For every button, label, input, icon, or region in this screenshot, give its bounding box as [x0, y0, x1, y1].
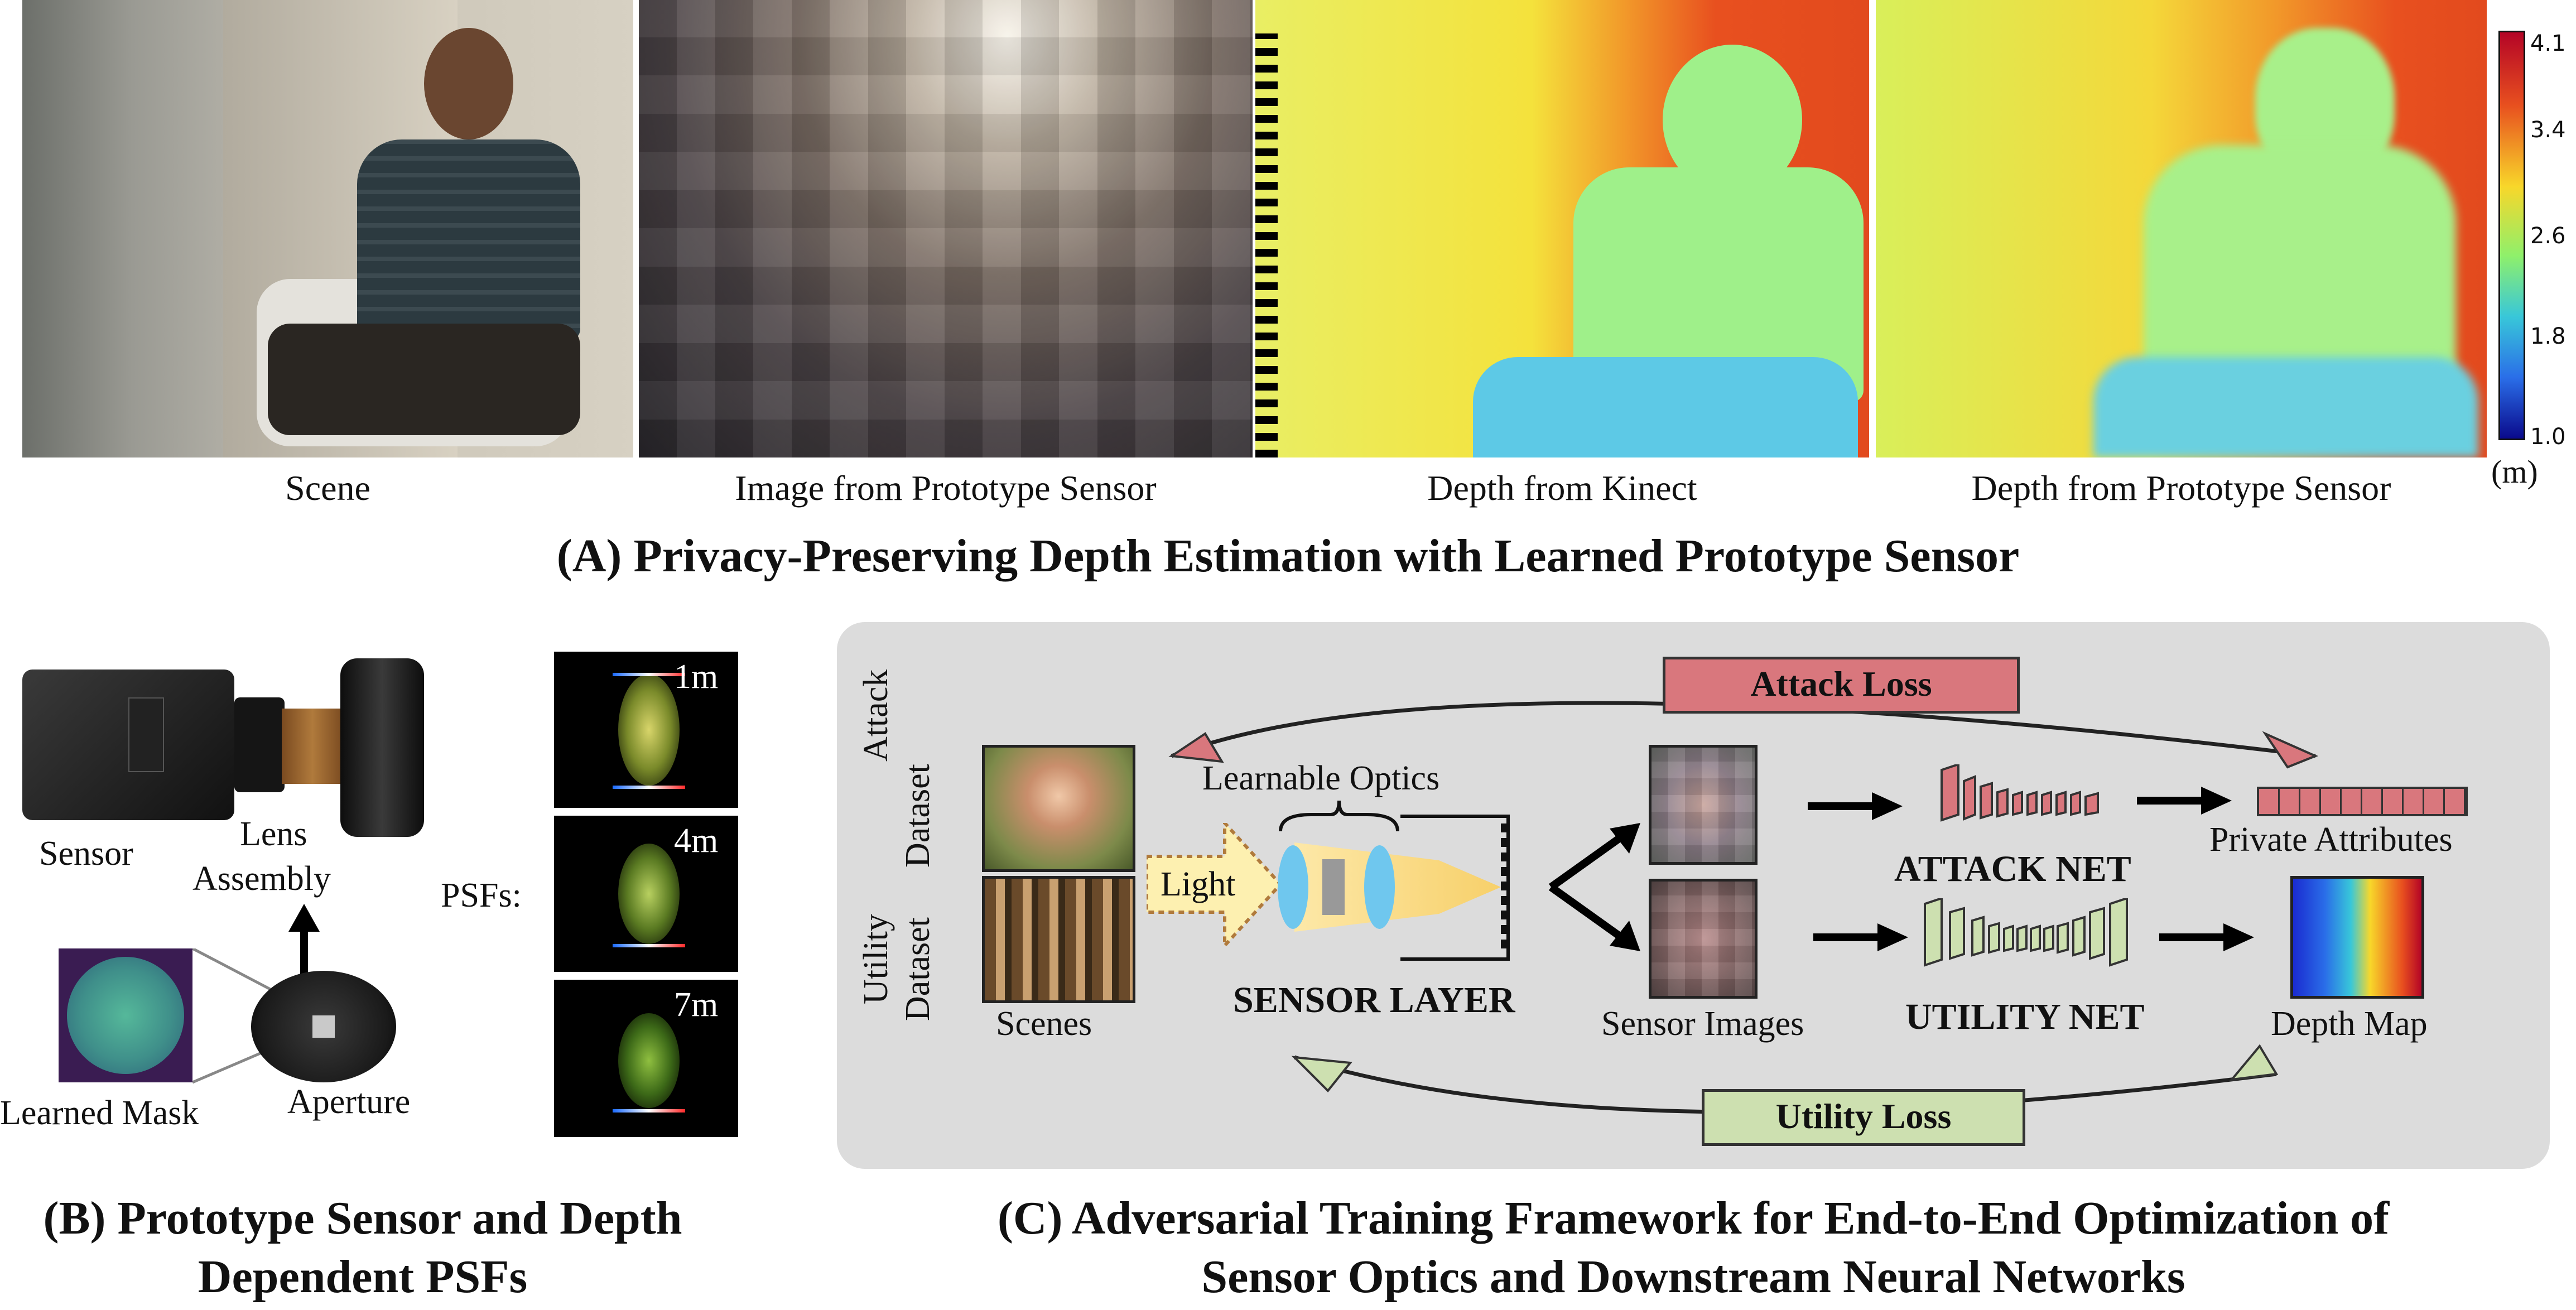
label-scenes: Scenes	[996, 1005, 1092, 1043]
arrow-to-depth-map	[2159, 923, 2254, 951]
psf-distance: 4m	[674, 822, 719, 860]
optics-mask	[1322, 859, 1345, 915]
attack-net-layers	[1941, 764, 2099, 822]
caption-scene: Scene	[285, 468, 370, 508]
label-lens-line1: Lens	[240, 815, 307, 853]
light-arrow	[1147, 823, 1280, 946]
sensor-plane	[1501, 820, 1506, 948]
psf-band-top	[613, 673, 685, 676]
panel-a-title: (A) Privacy-Preserving Depth Estimation …	[556, 530, 2020, 582]
label-learnable-optics: Learnable Optics	[1202, 759, 1440, 797]
utility-net-layers	[1924, 898, 2128, 967]
label-learned-mask: Learned Mask	[0, 1094, 199, 1132]
colorbar-tick: 3.4	[2530, 117, 2566, 143]
sensor-image-utility	[1649, 879, 1758, 999]
learned-mask-disc	[67, 957, 184, 1074]
attack-loss-box: Attack Loss	[1663, 657, 2020, 714]
label-utility-net: UTILITY NET	[1905, 996, 2145, 1037]
label-sensor-images: Sensor Images	[1601, 1005, 1804, 1043]
label-lens-line2: Assembly	[192, 860, 331, 898]
optics-brace	[1279, 800, 1399, 832]
psf-band-bottom	[613, 944, 685, 947]
aperture-hole	[312, 1015, 335, 1038]
scene-photo	[22, 0, 633, 457]
psf-band-bottom	[613, 1109, 685, 1112]
psf-band-bottom	[613, 786, 685, 789]
utility-loss-box: Utility Loss	[1702, 1089, 2025, 1146]
colorbar-tick: 1.8	[2530, 324, 2566, 349]
label-attack-net: ATTACK NET	[1894, 849, 2131, 889]
psf-spot	[618, 844, 680, 944]
optics-lens-right	[1364, 845, 1395, 929]
lens-front	[340, 658, 424, 837]
label-psfs: PSFs:	[441, 876, 522, 914]
scene-person-head	[424, 28, 513, 139]
optics-lens-left	[1278, 845, 1308, 929]
psf-tile-4m: 4m	[554, 816, 738, 972]
colorbar-tick: 2.6	[2530, 223, 2566, 249]
label-sensor-layer: SENSOR LAYER	[1233, 980, 1515, 1020]
utility-dataset-line2: Dataset	[899, 917, 937, 1021]
caption-kinect-depth: Depth from Kinect	[1427, 468, 1697, 508]
caption-prototype-depth: Depth from Prototype Sensor	[1971, 468, 2391, 508]
utility-dataset-line1: Utility	[857, 914, 895, 1004]
arrow-to-utility-net	[1813, 923, 1908, 951]
arrow-to-attack-net	[1808, 792, 1903, 820]
attack-dataset-line1: Attack	[857, 669, 895, 762]
lens-ring-2	[282, 709, 343, 784]
sensor-image-attack	[1649, 745, 1758, 865]
attack-dataset-line2: Dataset	[899, 764, 937, 868]
label-private-attributes: Private Attributes	[2209, 821, 2453, 859]
utility-scene-photo	[982, 876, 1135, 1003]
kinect-depth-map	[1255, 0, 1869, 457]
label-sensor: Sensor	[39, 835, 133, 873]
prototype-legs	[2093, 357, 2478, 457]
split-arrows	[1548, 823, 1640, 951]
label-depth-map: Depth Map	[2271, 1005, 2428, 1043]
depth-colorbar	[2498, 31, 2525, 440]
panel-c-title-line2: Sensor Optics and Downstream Neural Netw…	[1201, 1251, 2185, 1303]
colorbar-tick: 4.1	[2530, 31, 2566, 56]
aperture-disc	[251, 971, 396, 1082]
private-attributes-vector	[2257, 787, 2468, 816]
scene-person-torso	[357, 139, 580, 340]
psf-tile-7m: 7m	[554, 980, 738, 1137]
psf-spot	[618, 1013, 680, 1108]
psf-distance: 7m	[674, 986, 719, 1024]
panel-b-title-line2: Dependent PSFs	[198, 1251, 528, 1303]
psf-spot	[618, 674, 680, 786]
panel-c-title-line1: (C) Adversarial Training Framework for E…	[997, 1192, 2390, 1244]
camera-logo	[128, 697, 164, 772]
kinect-legs	[1473, 357, 1858, 457]
label-light: Light	[1161, 865, 1236, 903]
prototype-depth-map	[1876, 0, 2487, 457]
prototype-sensor-image	[639, 0, 1253, 457]
psf-distance: 1m	[674, 658, 719, 696]
arrow-to-private-attributes	[2137, 787, 2232, 815]
kinect-left-shadow	[1255, 33, 1278, 457]
sensor-housing	[1400, 815, 1510, 961]
scene-person-legs	[268, 324, 580, 435]
caption-prototype-image: Image from Prototype Sensor	[735, 468, 1157, 508]
lens-ring-1	[234, 697, 285, 792]
attack-scene-photo	[982, 745, 1135, 872]
label-aperture: Aperture	[287, 1083, 411, 1121]
colorbar-unit: (m)	[2491, 454, 2538, 490]
colorbar-tick: 1.0	[2530, 424, 2566, 450]
depth-map-output	[2290, 876, 2424, 999]
learned-mask-frame	[59, 948, 192, 1082]
panel-b-title-line1: (B) Prototype Sensor and Depth	[43, 1192, 682, 1244]
psf-tile-1m: 1m	[554, 652, 738, 808]
